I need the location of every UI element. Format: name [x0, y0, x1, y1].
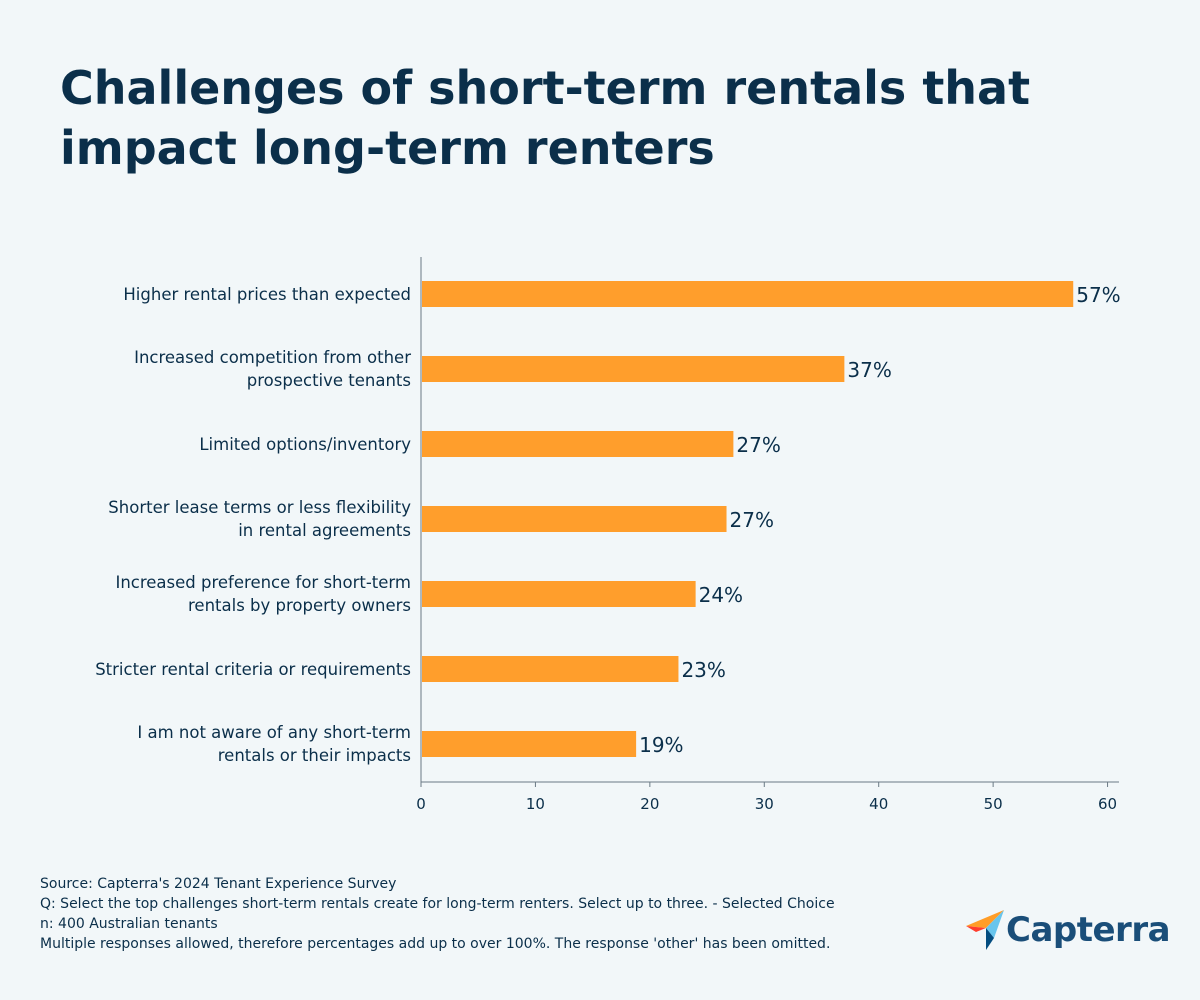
bar [422, 281, 1074, 307]
category-label-line: rentals or their impacts [217, 746, 411, 765]
x-tick-label: 20 [640, 795, 659, 813]
category-label-line: Limited options/inventory [199, 434, 411, 454]
disclaimer-note: Multiple responses allowed, therefore pe… [40, 936, 831, 952]
category-label: Increased competition from other prospect… [51, 346, 411, 392]
category-label: Stricter rental criteria or requirements [51, 658, 411, 681]
x-tick-label: 0 [416, 795, 426, 813]
bar-value-label: 37% [847, 358, 891, 382]
bar-chart: 0 10 20 30 40 50 60 57% 37% 27% 27% 24% 23% 19% [416, 257, 1121, 813]
bar [422, 506, 727, 532]
bar-value-label: 19% [639, 733, 683, 757]
x-tick-label: 60 [1098, 795, 1117, 813]
bar [422, 731, 637, 757]
x-tick-label: 50 [984, 795, 1003, 813]
logo-wordmark: Capterra [1006, 910, 1171, 950]
category-label-line: Shorter lease terms or less flexibility [108, 498, 411, 517]
x-tick-label: 40 [869, 795, 888, 813]
bar [422, 356, 845, 382]
category-label: Shorter lease terms or less flexibility i… [51, 496, 411, 542]
x-tick-label: 30 [755, 795, 774, 813]
bar [422, 656, 679, 682]
bar [422, 581, 696, 607]
chart-footer: Source: Capterra's 2024 Tenant Experienc… [40, 874, 835, 954]
category-label: Higher rental prices than expected [51, 283, 411, 306]
category-label: Increased preference for short-term renta… [51, 571, 411, 617]
capterra-arrow-icon [966, 910, 1004, 950]
source-note: Source: Capterra's 2024 Tenant Experienc… [40, 876, 397, 892]
bar-value-label: 57% [1076, 283, 1120, 307]
category-label: Limited options/inventory [51, 433, 411, 456]
x-tick-label: 10 [526, 795, 545, 813]
category-label-line: in rental agreements [238, 521, 411, 540]
category-label-line: Stricter rental criteria or requirements [95, 659, 411, 679]
category-label-line: Increased preference for short-term [115, 573, 411, 592]
category-label: I am not aware of any short-term rentals … [51, 721, 411, 767]
category-label-line: Increased competition from other [134, 348, 411, 367]
question-note: Q: Select the top challenges short-term … [40, 896, 835, 912]
bar-value-label: 27% [736, 433, 780, 457]
page-title: Challenges of short-term rentals that im… [60, 61, 1031, 175]
category-label-line: I am not aware of any short-term [137, 723, 411, 742]
bar [422, 431, 734, 457]
sample-note: n: 400 Australian tenants [40, 916, 218, 932]
category-label-line: Higher rental prices than expected [123, 284, 411, 304]
bar-value-label: 27% [730, 508, 774, 532]
category-label-line: rentals by property owners [188, 596, 411, 615]
category-label-line: prospective tenants [246, 371, 411, 390]
bar-value-label: 24% [699, 583, 743, 607]
bar-value-label: 23% [681, 658, 725, 682]
